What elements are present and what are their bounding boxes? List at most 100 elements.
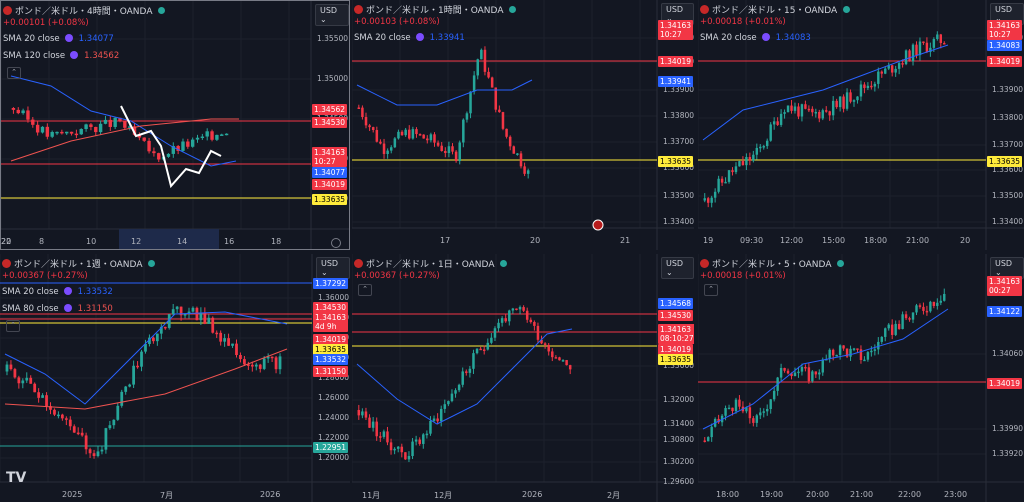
time-axis-label: 2026 [260, 490, 281, 499]
candle-body [842, 96, 845, 109]
candle-body [84, 124, 88, 130]
currency-selector[interactable]: USD ⌄ [315, 4, 349, 26]
candle-body [804, 104, 807, 109]
moving-average-line [10, 75, 237, 167]
price-chart-canvas[interactable] [1, 1, 349, 250]
chart-title[interactable]: ポンド／米ドル・1週・OANDA [2, 257, 156, 270]
candle-body [250, 364, 254, 367]
candle-body [508, 310, 511, 322]
candle-body [752, 154, 755, 161]
currency-selector[interactable]: USD ⌄ [316, 257, 350, 279]
settings-gear-icon[interactable] [331, 238, 341, 248]
price-chart-canvas[interactable] [352, 254, 694, 502]
indicator-settings-icon[interactable] [63, 287, 72, 295]
indicator-settings-icon[interactable] [70, 51, 79, 59]
candle-body [26, 110, 30, 120]
chart-title[interactable]: ポンド／米ドル・5・OANDA [700, 257, 845, 270]
price-chart-canvas[interactable] [698, 0, 1024, 250]
candle-body [200, 136, 205, 139]
candle-body [432, 418, 436, 421]
chart-pane-5m[interactable]: ポンド／米ドル・5・OANDA +0.00018 (+0.01%) USD ⌄ ⌃ 1.… [698, 254, 1024, 502]
candle-body [94, 126, 98, 133]
candle-body [227, 338, 230, 346]
indicator-settings-icon[interactable] [63, 304, 72, 312]
chart-title[interactable]: ポンド／米ドル・1日・OANDA [354, 257, 508, 270]
candle-body [13, 369, 17, 378]
candle-body [925, 42, 929, 53]
sma-legend[interactable]: SMA 20 close 1.34083 [700, 33, 811, 43]
chart-title[interactable]: ポンド／米ドル・1時間・OANDA [354, 3, 517, 16]
chart-pane-15m[interactable]: ポンド／米ドル・15・OANDA +0.00018 (+0.01%) USD ⌄ SM… [698, 0, 1024, 250]
chart-pane-1w[interactable]: ポンド／米ドル・1週・OANDA +0.00367 (+0.27%) USD ⌄ SM… [0, 254, 350, 502]
candle-body [211, 317, 215, 333]
price-tag: 1.31150 [313, 366, 349, 377]
candle-body [451, 146, 454, 152]
symbol-title: ポンド／米ドル・15・OANDA [712, 6, 838, 16]
time-axis-label: 18:00 [864, 236, 888, 245]
candle-body [494, 87, 498, 110]
chart-pane-1h[interactable]: ポンド／米ドル・1時間・OANDA +0.00103 (+0.08%) USD ⌄ S… [352, 0, 694, 250]
chart-pane-4h[interactable]: ポンド／米ドル・4時間・OANDA +0.00101 (+0.08%) USD ⌄ S… [0, 0, 350, 250]
price-chart-canvas[interactable] [698, 254, 1024, 502]
candle-body [175, 306, 179, 310]
candle-body [258, 364, 262, 369]
collapse-legend-button[interactable]: ⌃ [6, 320, 20, 332]
collapse-legend-button[interactable]: ⌃ [358, 284, 372, 296]
symbol-title: ポンド／米ドル・1週・OANDA [14, 260, 143, 270]
sma-legend[interactable]: SMA 20 close 1.34077 [3, 34, 114, 44]
sma-legend[interactable]: SMA 20 close 1.33941 [354, 33, 465, 43]
candle-body [818, 111, 821, 119]
time-axis-label: 17 [440, 236, 451, 245]
indicator-settings-icon[interactable] [761, 33, 770, 41]
chart-pane-1d[interactable]: ポンド／米ドル・1日・OANDA +0.00367 (+0.27%) USD ⌄ ⌃ 1… [352, 254, 694, 502]
candle-body [793, 372, 797, 377]
price-axis-label: 1.22000 [318, 433, 350, 442]
candle-body [179, 306, 183, 316]
candle-body [859, 84, 863, 97]
price-axis-label: 1.36000 [318, 293, 350, 302]
candle-body [368, 125, 371, 128]
candle-body [396, 446, 400, 449]
price-tag: 1.34019 [987, 56, 1023, 67]
price-axis-label: 1.33000 [663, 361, 694, 370]
candle-body [65, 131, 69, 134]
candle-body [425, 433, 429, 436]
candle-body [497, 322, 500, 329]
candle-body [890, 65, 894, 73]
indicator-settings-icon[interactable] [415, 33, 424, 41]
currency-selector[interactable]: USD ⌄ [661, 3, 694, 25]
chart-title[interactable]: ポンド／米ドル・4時間・OANDA [3, 4, 166, 17]
candle-body [814, 111, 818, 114]
collapse-legend-button[interactable]: ⌃ [704, 284, 718, 296]
candle-body [472, 353, 475, 369]
candle-body [5, 364, 9, 372]
sma-legend[interactable]: SMA 20 close 1.33532 [2, 287, 113, 297]
candle-body [710, 197, 713, 203]
candle-body [382, 143, 386, 154]
price-chart-canvas[interactable] [352, 0, 694, 250]
candle-body [163, 326, 167, 329]
time-axis-label: 8 [39, 237, 45, 246]
sma-legend[interactable]: SMA 120 close 1.34562 [3, 51, 119, 61]
candle-body [76, 432, 80, 435]
sma-legend[interactable]: SMA 80 close 1.31150 [2, 304, 113, 314]
candle-body [932, 301, 936, 306]
candle-body [884, 68, 887, 74]
price-chart-canvas[interactable] [0, 254, 350, 502]
candle-body [41, 395, 44, 398]
candle-body [191, 307, 195, 312]
candle-body [922, 306, 925, 311]
currency-selector[interactable]: USD ⌄ [661, 257, 694, 279]
collapse-legend-button[interactable]: ⌃ [7, 67, 21, 79]
candle-body [152, 337, 155, 342]
time-axis-label: 18 [271, 237, 282, 246]
candle-body [918, 41, 922, 56]
indicator-settings-icon[interactable] [64, 34, 73, 42]
candle-body [40, 126, 45, 133]
chart-title[interactable]: ポンド／米ドル・15・OANDA [700, 3, 851, 16]
candle-body [49, 406, 52, 410]
price-axis-label: 1.33900 [663, 85, 694, 94]
candle-body [21, 110, 25, 114]
candle-body [769, 124, 772, 141]
candle-body [74, 133, 79, 136]
